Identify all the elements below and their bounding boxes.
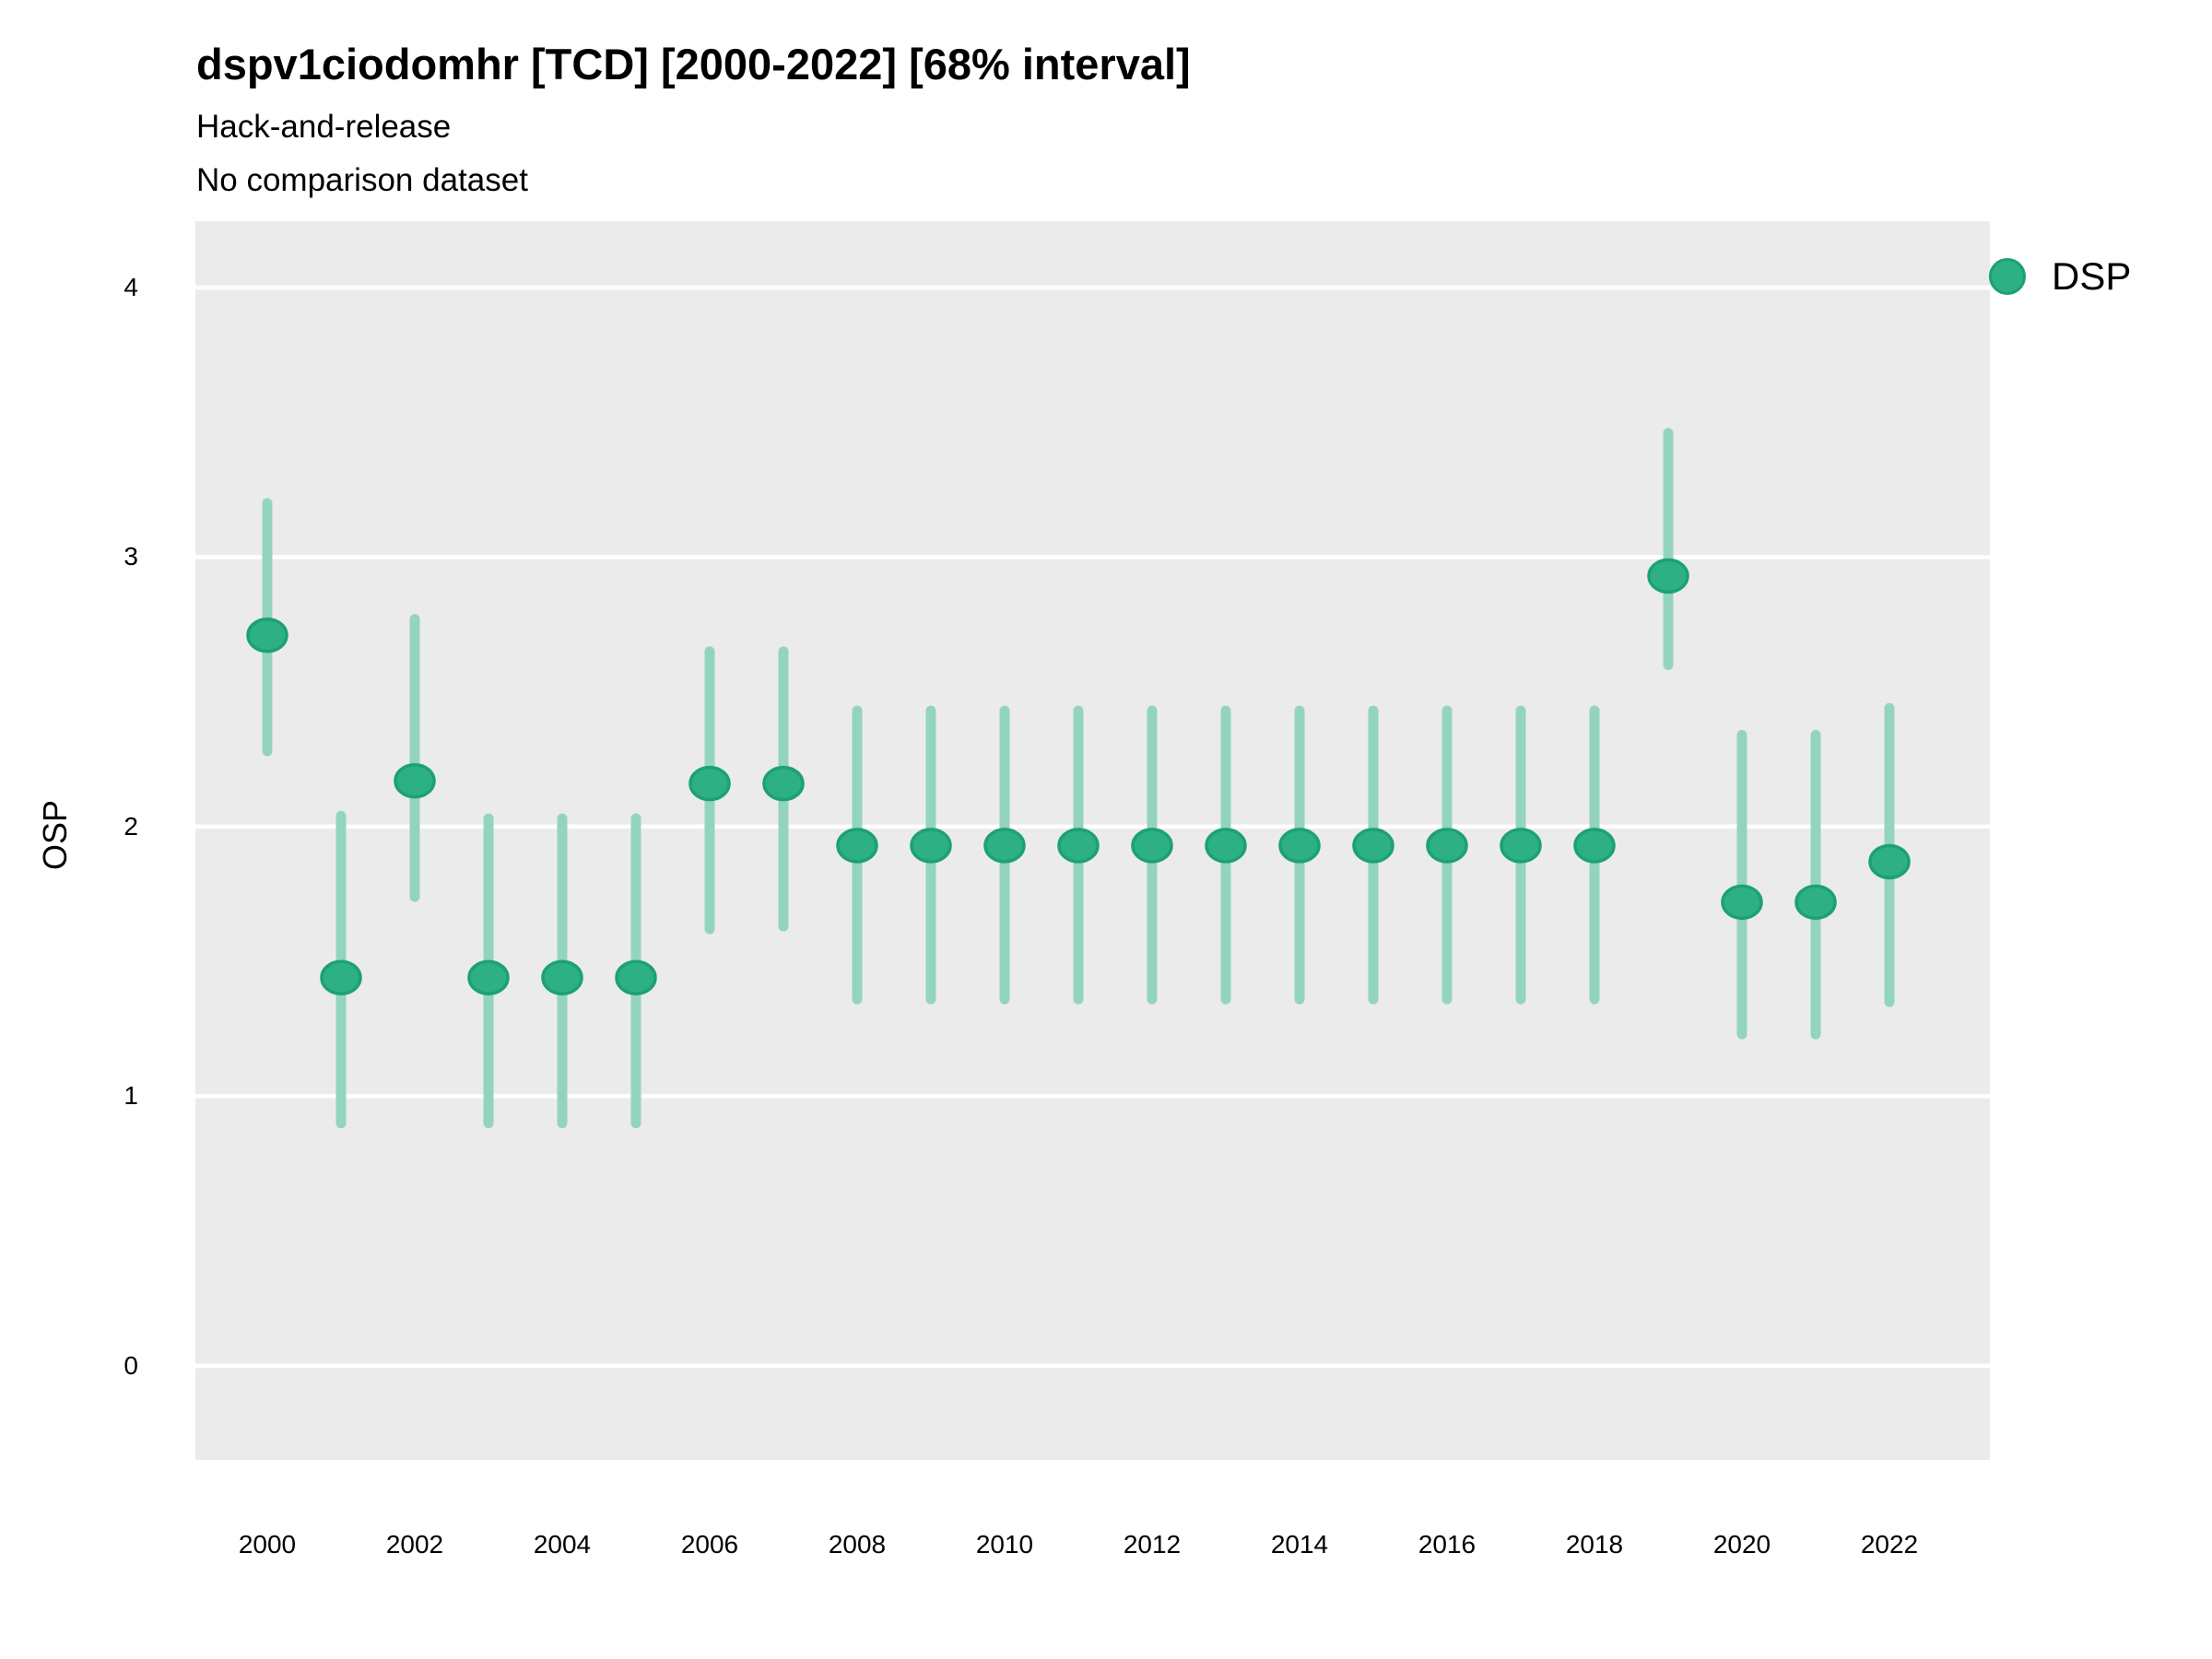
y-tick-label-0: 0: [124, 1350, 138, 1380]
y-tick-label-1: 1: [124, 1081, 138, 1111]
x-tick-label-2010: 2010: [975, 1530, 1034, 1559]
x-tick-label-2020: 2020: [1712, 1530, 1771, 1559]
point-estimate-2002: [394, 762, 436, 799]
chart-subtitle-line1: Hack-and-release: [196, 109, 452, 145]
legend: DSP: [1989, 254, 2131, 299]
point-estimate-2010: [983, 828, 1026, 864]
legend-label: DSP: [2052, 254, 2132, 298]
point-estimate-2006: [688, 765, 731, 802]
point-estimate-2007: [762, 765, 805, 802]
point-estimate-2022: [1868, 843, 1911, 880]
x-tick-label-2004: 2004: [533, 1530, 592, 1559]
point-estimate-2015: [1352, 828, 1394, 864]
y-tick-label-2: 2: [124, 811, 138, 841]
point-estimate-2004: [541, 959, 583, 995]
point-estimate-2016: [1426, 828, 1468, 864]
x-tick-label-2006: 2006: [680, 1530, 739, 1559]
point-estimate-2018: [1573, 828, 1616, 864]
point-estimate-2020: [1721, 884, 1763, 921]
x-tick-label-2012: 2012: [1123, 1530, 1182, 1559]
point-estimate-2005: [615, 959, 657, 995]
x-tick-label-2018: 2018: [1565, 1530, 1624, 1559]
x-tick-label-2008: 2008: [828, 1530, 887, 1559]
point-estimate-2008: [836, 828, 878, 864]
point-estimate-2019: [1647, 558, 1689, 594]
point-estimate-2017: [1500, 828, 1542, 864]
chart-canvas: [195, 285, 1990, 1369]
legend-point-icon: [1989, 258, 2026, 295]
point-estimate-2003: [467, 959, 510, 995]
point-estimate-2012: [1131, 828, 1173, 864]
point-estimate-2011: [1057, 828, 1100, 864]
point-estimate-2001: [320, 959, 362, 995]
point-estimate-2013: [1205, 828, 1247, 864]
point-estimate-2009: [910, 828, 952, 864]
plot-panel: [195, 221, 1990, 1460]
point-estimate-2014: [1278, 828, 1321, 864]
point-estimate-2021: [1794, 884, 1837, 921]
x-tick-label-2022: 2022: [1860, 1530, 1919, 1559]
x-tick-label-2016: 2016: [1418, 1530, 1477, 1559]
y-tick-label-3: 3: [124, 542, 138, 571]
x-tick-label-2014: 2014: [1270, 1530, 1329, 1559]
x-tick-label-2000: 2000: [238, 1530, 297, 1559]
y-tick-label-4: 4: [124, 272, 138, 301]
chart-title: dspv1ciodomhr [TCD] [2000-2022] [68% int…: [196, 40, 1191, 88]
x-tick-label-2002: 2002: [385, 1530, 444, 1559]
point-estimate-2000: [246, 618, 288, 653]
chart-subtitle-line2: No comparison dataset: [196, 162, 528, 198]
